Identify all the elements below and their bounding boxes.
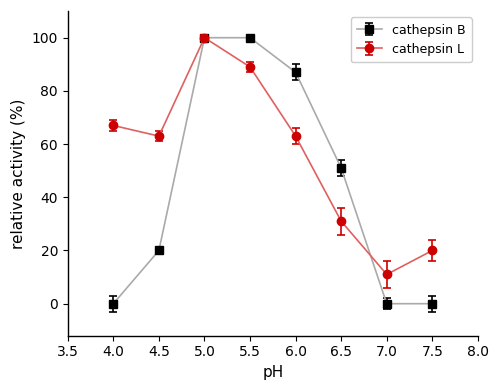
X-axis label: pH: pH (262, 365, 283, 380)
Legend: cathepsin B, cathepsin L: cathepsin B, cathepsin L (350, 17, 472, 62)
Y-axis label: relative activity (%): relative activity (%) (11, 98, 26, 249)
